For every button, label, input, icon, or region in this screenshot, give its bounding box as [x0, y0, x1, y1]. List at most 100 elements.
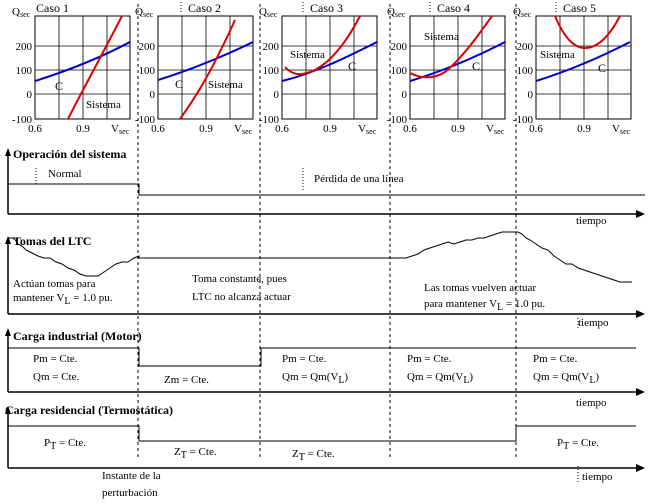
- load-curve-c: [158, 41, 253, 81]
- y-tick-label: 0: [27, 89, 33, 101]
- y-axis-arrow-icon: [5, 406, 11, 414]
- section-motor: Carga industrial (Motor) Pm = Cte. Qm = …: [5, 328, 645, 409]
- system-curve: [410, 16, 493, 79]
- ltc-tap-signal: [8, 231, 632, 283]
- curves: [282, 16, 377, 82]
- residential-zt-case2: ZT = Cte.: [174, 446, 217, 461]
- y-tick-label: 200: [517, 41, 534, 53]
- motor-signal: [8, 347, 636, 367]
- section-residencial: Carga residencial (Termostática) PT = Ct…: [5, 403, 645, 483]
- motor-pm-case1: Pm = Cte.: [33, 353, 78, 365]
- footer-line-1: Instante de la: [102, 470, 161, 482]
- time-axis-arrow-icon: [636, 388, 645, 396]
- time-axis-arrow-icon: [636, 464, 645, 472]
- x-tick-label: 0.6: [28, 123, 42, 135]
- x-axis-title: Vsec: [111, 123, 130, 136]
- y-tick-label: 100: [16, 65, 33, 77]
- y-axis-title: Qsec: [259, 6, 278, 19]
- load-curve-c: [282, 41, 377, 82]
- section-title: Tomas del LTC: [13, 234, 91, 248]
- curves: [410, 16, 505, 82]
- footer-note: Instante de la perturbación: [102, 470, 161, 499]
- operation-signal: [8, 183, 645, 196]
- plot-frame: [535, 15, 632, 120]
- x-tick-label: 0.6: [275, 123, 289, 135]
- x-tick-label: 0.6: [529, 123, 543, 135]
- system-curve: [554, 16, 621, 50]
- time-axis-label: tiempo: [582, 471, 613, 483]
- label-perdida: Pérdida de una línea: [314, 173, 404, 185]
- section-ltc: Tomas del LTC Actúan tomas para mantener…: [5, 231, 645, 329]
- y-axis-title: Qsec: [12, 6, 31, 19]
- motor-pm-case4: Pm = Cte.: [407, 353, 452, 365]
- label-normal: Normal: [48, 168, 82, 180]
- y-axis-title: Qsec: [135, 6, 154, 19]
- case-4-label: Caso 4: [437, 1, 470, 15]
- curve-label-c: C: [348, 59, 356, 73]
- curve-label-sistema: Sistema: [540, 49, 575, 61]
- plot-frame: [34, 15, 131, 120]
- curve-label-sistema: Sistema: [424, 31, 459, 43]
- case-headers: Caso 1 Caso 2 Caso 3 Caso 4 Caso 5: [36, 1, 596, 15]
- y-axis-arrow-icon: [5, 236, 11, 244]
- case-3-label: Caso 3: [310, 1, 343, 15]
- y-tick-label: 0: [402, 89, 408, 101]
- time-axis-label: tiempo: [576, 215, 607, 227]
- ltc-note-1-line-1: Actúan tomas para: [13, 278, 96, 290]
- curves: [35, 16, 130, 119]
- y-tick-label: 100: [517, 65, 534, 77]
- motor-pm-case5: Pm = Cte.: [533, 353, 578, 365]
- ltc-note-3-line-1: Las tomas vuelven actuar: [424, 282, 536, 294]
- residential-zt-case3: ZT = Cte.: [292, 448, 335, 463]
- curve-label-c: C: [175, 77, 183, 91]
- case-2-label: Caso 2: [188, 1, 221, 15]
- section-title: Carga industrial (Motor): [13, 329, 142, 343]
- time-axis-arrow-icon: [636, 210, 645, 218]
- y-tick-label: 200: [139, 41, 156, 53]
- system-curve: [67, 16, 123, 119]
- y-tick-label: -100: [259, 114, 280, 126]
- x-axis-title: Vsec: [486, 123, 505, 136]
- curve-label-sistema: Sistema: [208, 79, 243, 91]
- x-tick-label: 0.6: [151, 123, 165, 135]
- y-tick-label: 0: [528, 89, 534, 101]
- y-tick-label: 100: [263, 65, 280, 77]
- case-5-label: Caso 5: [563, 1, 596, 15]
- y-tick-label: -100: [12, 114, 33, 126]
- plot-frame: [409, 15, 506, 120]
- x-axis-title: Vsec: [612, 123, 631, 136]
- y-tick-label: 200: [263, 41, 280, 53]
- y-tick-label: -100: [387, 114, 408, 126]
- load-curve-c: [410, 41, 505, 82]
- plot-frame: [281, 15, 378, 120]
- time-axis-label: tiempo: [578, 317, 609, 329]
- time-axis-label: tiempo: [576, 397, 607, 409]
- curve-label-sistema: Sistema: [290, 49, 325, 61]
- y-tick-label: -100: [513, 114, 534, 126]
- y-tick-label: 0: [150, 89, 156, 101]
- motor-qm-case4: Qm = Qm(VL): [407, 371, 473, 386]
- system-curve: [284, 16, 361, 76]
- y-axis-title: Qsec: [513, 6, 532, 19]
- footer-line-2: perturbación: [102, 487, 158, 499]
- load-curve-c: [536, 41, 631, 82]
- x-axis-title: Vsec: [234, 123, 253, 136]
- motor-qm-case1: Qm = Cte.: [33, 371, 79, 383]
- residential-pt-case5: PT = Cte.: [557, 437, 599, 452]
- case-1-label: Caso 1: [36, 1, 69, 15]
- y-tick-label: 100: [391, 65, 408, 77]
- curve-label-sistema: Sistema: [86, 99, 121, 111]
- motor-qm-case3: Qm = Qm(VL): [282, 371, 348, 386]
- y-tick-label: -100: [135, 114, 156, 126]
- motor-qm-case5: Qm = Qm(VL): [533, 371, 599, 386]
- motor-pm-case3: Pm = Cte.: [282, 353, 327, 365]
- curves: [536, 16, 631, 82]
- time-axis-arrow-icon: [636, 310, 645, 318]
- residential-signal: [8, 425, 636, 442]
- minor-separators: [35, 2, 579, 482]
- x-tick-label: 0.9: [451, 123, 465, 135]
